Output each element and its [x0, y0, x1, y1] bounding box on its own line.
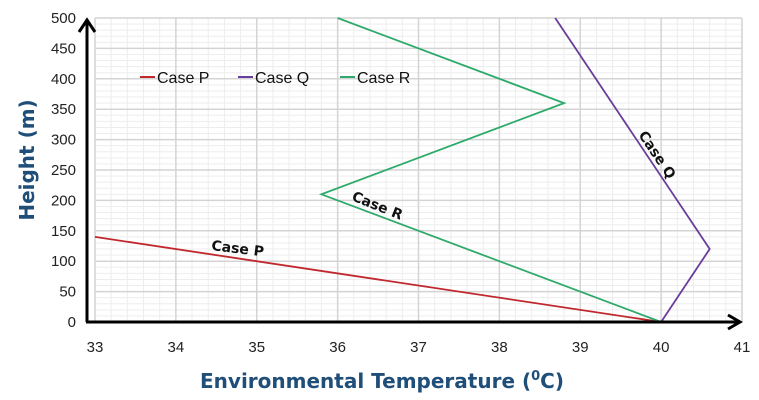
y-tick-label: 200: [51, 192, 76, 209]
x-axis-arrow-icon: [727, 313, 743, 331]
legend: Case P Case Q Case R: [140, 70, 410, 87]
x-tick-labels: 33 34 35 36 37 38 39 40 41: [87, 339, 751, 356]
legend-label-case-r: Case R: [357, 70, 410, 87]
y-tick-label: 350: [51, 101, 76, 118]
y-tick-labels: 0 50 100 150 200 250 300 350 400 450 500: [51, 10, 76, 331]
legend-label-case-p: Case P: [157, 70, 209, 87]
x-tick-label: 41: [734, 339, 751, 356]
annotation-case-p: Case P: [211, 238, 265, 260]
series-line-case-r: [318, 17, 662, 323]
x-tick-label: 35: [248, 339, 265, 356]
annotation-case-q: Case Q: [635, 128, 679, 182]
y-axis-title: Height (m): [15, 99, 39, 220]
x-tick-label: 34: [168, 339, 185, 356]
x-tick-label: 36: [329, 339, 346, 356]
legend-label-case-q: Case Q: [255, 70, 309, 87]
axes: [77, 17, 743, 331]
y-tick-label: 50: [59, 284, 76, 301]
series-line-case-p: [94, 236, 662, 323]
y-tick-label: 400: [51, 71, 76, 88]
y-tick-label: 150: [51, 223, 76, 240]
y-axis-arrow-icon: [77, 17, 97, 33]
x-tick-label: 39: [572, 339, 589, 356]
y-tick-label: 250: [51, 162, 76, 179]
series-line-case-q: [554, 17, 711, 323]
x-tick-label: 40: [653, 339, 670, 356]
y-tick-label: 500: [51, 10, 76, 27]
y-tick-label: 450: [51, 40, 76, 57]
y-tick-label: 100: [51, 253, 76, 270]
y-tick-label: 0: [68, 314, 76, 331]
x-tick-label: 33: [87, 339, 104, 356]
series-layer: [94, 17, 711, 323]
x-tick-label: 38: [491, 339, 508, 356]
y-tick-label: 300: [51, 132, 76, 149]
x-axis-title: Environmental Temperature (0C): [200, 369, 564, 393]
x-tick-label: 37: [410, 339, 427, 356]
